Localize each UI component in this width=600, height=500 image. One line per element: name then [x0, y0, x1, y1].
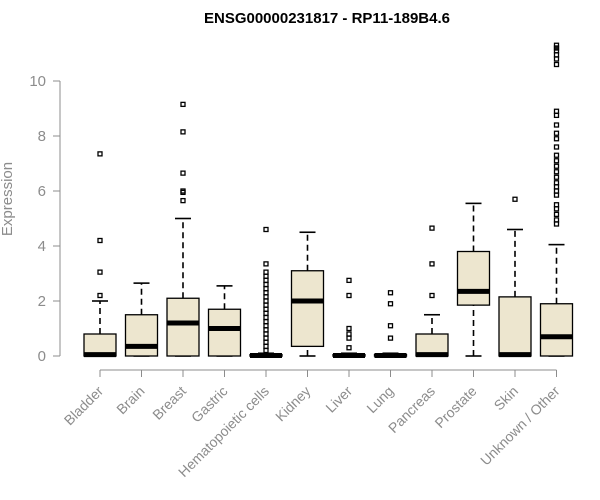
y-tick-label: 4	[38, 238, 46, 255]
box	[166, 297, 200, 357]
y-tick-label: 0	[38, 348, 46, 365]
outlier-point	[263, 290, 269, 296]
outlier-point	[263, 310, 269, 317]
outlier-point	[346, 345, 352, 351]
outlier-point	[553, 184, 560, 190]
y-tick-label: 10	[29, 73, 46, 90]
box	[498, 296, 532, 357]
outlier-point	[263, 323, 269, 329]
box	[456, 250, 491, 306]
outlier-point	[553, 206, 560, 212]
outlier-point	[180, 170, 186, 176]
outlier-point	[97, 269, 103, 275]
outlier-point	[553, 52, 560, 58]
box	[290, 270, 325, 348]
outlier-point	[180, 101, 186, 108]
outlier-point	[263, 343, 269, 350]
outlier-point	[553, 202, 560, 208]
outlier-point	[553, 130, 560, 136]
x-tick-label: Breast	[149, 383, 189, 423]
outlier-point	[263, 339, 269, 345]
outlier-point	[180, 188, 186, 194]
outlier-point	[553, 158, 560, 164]
outlier-point	[263, 318, 269, 325]
outlier-point	[429, 261, 435, 267]
outlier-point	[346, 277, 352, 284]
box	[207, 308, 242, 357]
x-tick-label: Liver	[322, 383, 355, 416]
outlier-point	[553, 122, 560, 128]
outlier-point	[263, 277, 269, 284]
outlier-point	[263, 285, 269, 292]
outlier-point	[387, 301, 394, 307]
outlier-point	[553, 188, 560, 194]
outlier-point	[97, 292, 103, 299]
outlier-point	[553, 163, 560, 169]
x-tick-label: Prostate	[431, 383, 479, 431]
y-tick-label: 8	[38, 128, 46, 145]
outlier-point	[553, 61, 560, 68]
outlier-point	[346, 335, 352, 341]
x-tick-label: Kidney	[272, 383, 314, 425]
outlier-point	[263, 273, 269, 279]
outlier-point	[263, 331, 269, 337]
outlier-point	[263, 335, 269, 341]
outlier-point	[553, 180, 560, 186]
outlier-point	[429, 292, 435, 299]
box	[124, 314, 159, 357]
outlier-point	[553, 169, 560, 175]
outlier-point	[553, 192, 560, 198]
outlier-point	[553, 144, 560, 150]
outlier-point	[387, 323, 394, 329]
outlier-point	[346, 331, 352, 337]
y-axis-label: Expression	[0, 162, 16, 236]
outlier-point	[263, 347, 269, 354]
x-tick-label: Bladder	[61, 383, 107, 429]
outlier-point	[512, 196, 518, 202]
outlier-point	[553, 152, 560, 158]
x-tick-label: Lung	[363, 383, 396, 416]
outlier-point	[553, 217, 560, 223]
outlier-point	[387, 290, 394, 296]
outlier-point	[553, 48, 560, 54]
outlier-point	[263, 281, 269, 288]
outlier-point	[553, 45, 560, 51]
outlier-point	[553, 42, 560, 48]
outlier-point	[553, 174, 560, 180]
outlier-point	[180, 197, 186, 204]
outlier-point	[263, 226, 269, 233]
outlier-point	[263, 294, 269, 300]
outlier-point	[553, 211, 560, 218]
outlier-point	[180, 129, 186, 135]
x-tick-label: Unknown / Other	[477, 383, 563, 469]
outlier-point	[553, 136, 560, 142]
chart-title: ENSG00000231817 - RP11-189B4.6	[204, 10, 450, 27]
outlier-point	[263, 314, 269, 321]
outlier-point	[553, 221, 560, 227]
outlier-point	[346, 292, 352, 299]
outlier-point	[429, 225, 435, 231]
outlier-point	[263, 298, 269, 304]
outlier-point	[553, 112, 560, 119]
outlier-point	[263, 306, 269, 312]
outlier-point	[97, 151, 103, 157]
outlier-point	[263, 269, 269, 275]
y-tick-label: 2	[38, 293, 46, 310]
y-tick-label: 6	[38, 183, 46, 200]
box	[539, 303, 574, 357]
outlier-point	[263, 261, 269, 267]
outlier-point	[387, 335, 394, 341]
outlier-point	[97, 237, 103, 244]
outlier-point	[263, 302, 269, 308]
x-tick-label: Skin	[491, 383, 522, 414]
x-tick-label: Brain	[113, 383, 147, 417]
outlier-point	[553, 56, 560, 62]
outlier-point	[553, 108, 560, 114]
outlier-point	[263, 327, 269, 333]
outlier-point	[346, 325, 352, 332]
